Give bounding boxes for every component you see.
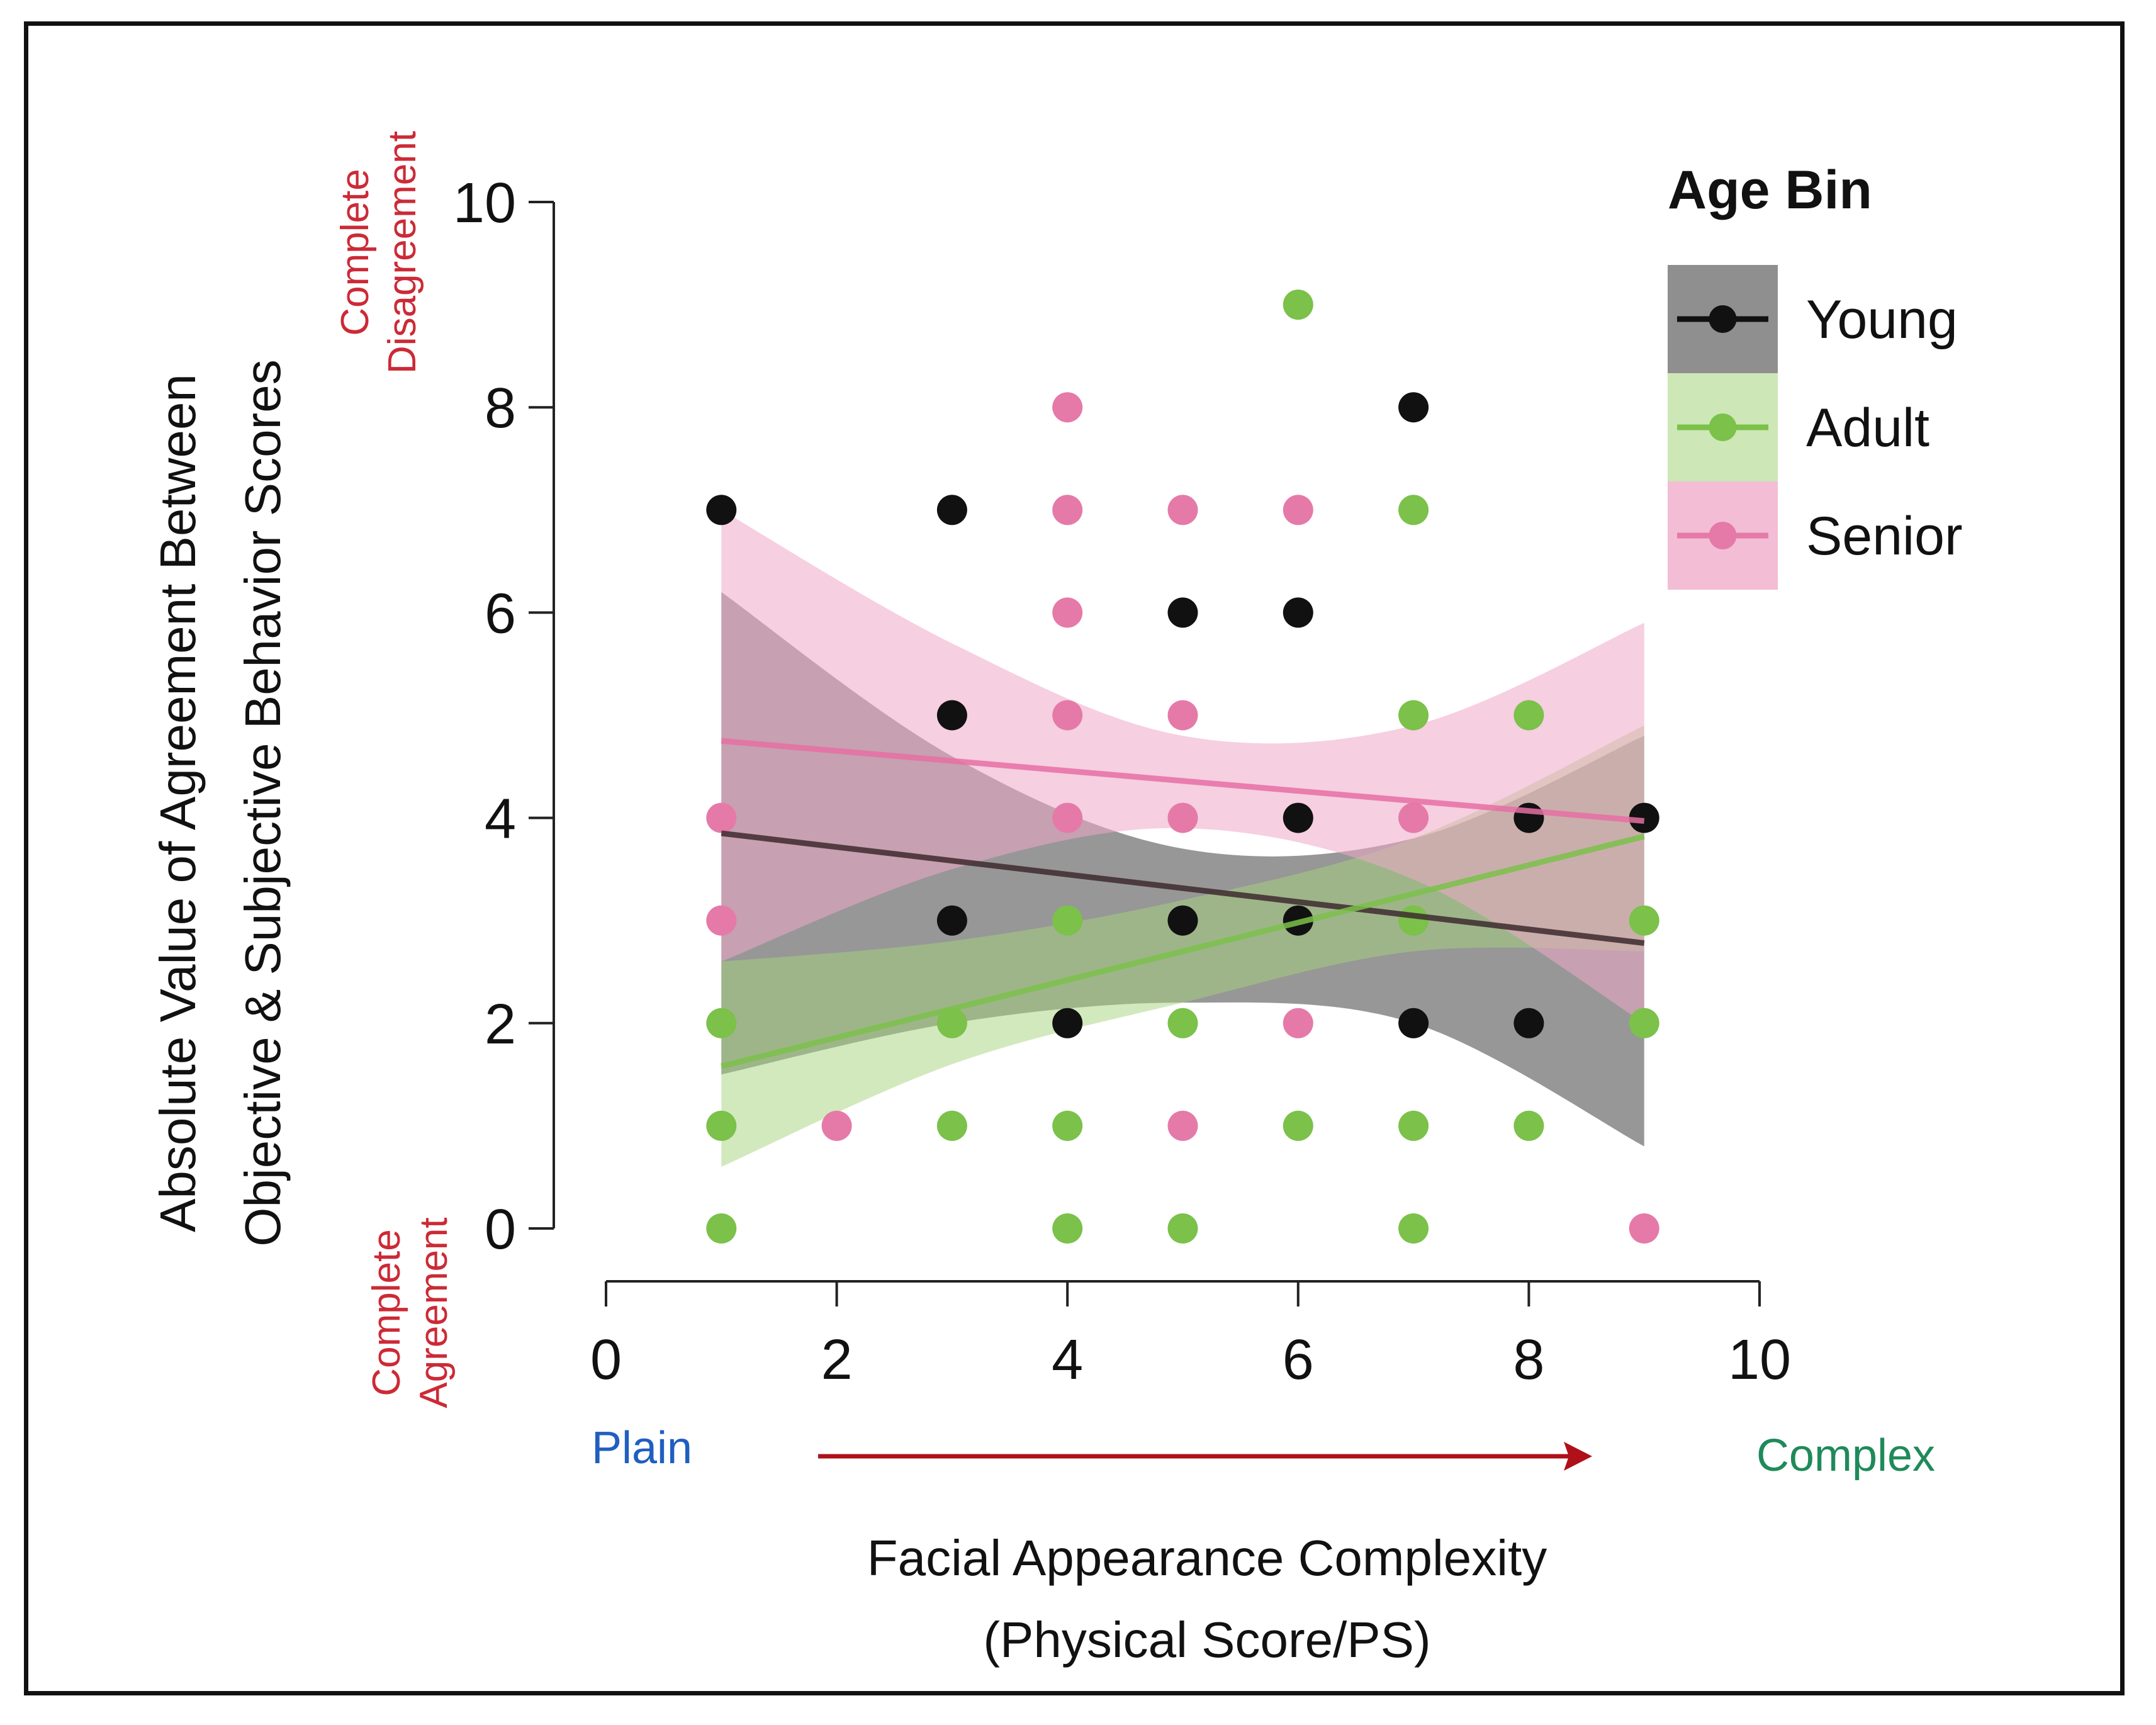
point-senior (1167, 700, 1198, 731)
point-senior (1283, 1008, 1313, 1038)
point-senior (706, 802, 737, 833)
y-axis-title-line1: Absolute Value of Agreement Between (150, 374, 206, 1232)
legend: Age Bin Young Adult Senior (1668, 160, 1963, 590)
point-adult (1283, 289, 1313, 320)
point-young (1513, 1008, 1544, 1038)
legend-marker-young (1709, 305, 1737, 333)
point-senior (1398, 802, 1429, 833)
point-senior (1167, 802, 1198, 833)
point-adult (1283, 1110, 1313, 1141)
point-adult (706, 1110, 737, 1141)
y-tick-label: 0 (485, 1198, 516, 1261)
band-senior (721, 510, 1644, 1023)
point-senior (1167, 1110, 1198, 1141)
y-tick-label: 8 (485, 377, 516, 440)
point-adult (1513, 1110, 1544, 1141)
scatter-chart: 0 2 4 6 8 10 0 2 4 6 8 10 Absolute Value of Agreeme… (150, 131, 1963, 1668)
point-young (936, 495, 967, 525)
point-senior (1052, 495, 1083, 525)
x-axis-title-line1: Facial Appearance Complexity (867, 1530, 1547, 1586)
point-adult (706, 1008, 737, 1038)
plain-label: Plain (592, 1423, 692, 1473)
fit-line-young (721, 830, 1645, 947)
point-young (1283, 597, 1313, 628)
point-adult (706, 1213, 737, 1244)
point-senior (1052, 802, 1083, 833)
point-adult (1629, 905, 1659, 936)
point-young (1398, 1008, 1429, 1038)
point-young (1283, 802, 1313, 833)
legend-title: Age Bin (1668, 160, 1872, 220)
axes: 0 2 4 6 8 10 0 2 4 6 8 10 (453, 172, 1791, 1391)
point-young (1629, 802, 1659, 833)
legend-label-adult: Adult (1806, 398, 1929, 458)
y-tick-label: 10 (453, 172, 516, 235)
complete-agreement-line2: Agreement (412, 1217, 456, 1408)
legend-label-young: Young (1806, 289, 1958, 350)
point-senior (1052, 392, 1083, 423)
complexity-arrow-head (1564, 1442, 1592, 1471)
data-points (706, 289, 1659, 1244)
point-senior (1283, 495, 1313, 525)
point-senior (706, 905, 737, 936)
point-young (936, 700, 967, 731)
point-adult (1398, 700, 1429, 731)
point-adult (1398, 1110, 1429, 1141)
point-adult (1398, 1213, 1429, 1244)
point-senior (1052, 700, 1083, 731)
point-adult (1052, 1110, 1083, 1141)
figure-frame: 0 2 4 6 8 10 0 2 4 6 8 10 Absolute Value of Agreeme… (24, 21, 2125, 1695)
complete-agreement-line1: Complete (365, 1229, 408, 1396)
point-senior (1167, 495, 1198, 525)
complete-disagreement-line2: Disagreement (381, 131, 424, 374)
point-adult (1398, 905, 1429, 936)
point-adult (1052, 905, 1083, 936)
point-adult (936, 1110, 967, 1141)
x-tick-label: 4 (1052, 1329, 1083, 1391)
point-young (1167, 597, 1198, 628)
complete-disagreement-line1: Complete (334, 169, 377, 335)
point-adult (1167, 1008, 1198, 1038)
point-adult (1629, 1008, 1659, 1038)
point-adult (1167, 1213, 1198, 1244)
point-young (706, 495, 737, 525)
y-tick-label: 2 (485, 993, 516, 1056)
point-adult (1513, 700, 1544, 731)
point-young (1167, 905, 1198, 936)
point-senior (821, 1110, 852, 1141)
band-adult (721, 725, 1644, 1167)
point-young (1052, 1008, 1083, 1038)
complex-label: Complex (1756, 1430, 1935, 1481)
x-tick-label: 0 (590, 1329, 622, 1391)
y-axis-title-line2: Objective & Subjective Behavior Scores (235, 359, 291, 1247)
x-tick-label: 2 (821, 1329, 853, 1391)
x-tick-label: 10 (1728, 1329, 1791, 1391)
x-tick-label: 8 (1513, 1329, 1544, 1391)
fit-line-senior (721, 738, 1645, 824)
legend-marker-adult (1709, 413, 1737, 441)
fit-line-adult (721, 833, 1645, 1069)
y-tick-label: 6 (485, 582, 516, 645)
x-axis-title-line2: (Physical Score/PS) (983, 1612, 1430, 1668)
legend-marker-senior (1709, 522, 1737, 549)
point-young (936, 905, 967, 936)
x-tick-label: 6 (1283, 1329, 1314, 1391)
point-adult (1398, 495, 1429, 525)
point-senior (1052, 597, 1083, 628)
legend-label-senior: Senior (1806, 506, 1963, 566)
point-young (1398, 392, 1429, 423)
point-adult (936, 1008, 967, 1038)
point-senior (1629, 1213, 1659, 1244)
point-adult (1052, 1213, 1083, 1244)
fit-lines (721, 738, 1645, 1069)
y-tick-label: 4 (485, 788, 516, 851)
